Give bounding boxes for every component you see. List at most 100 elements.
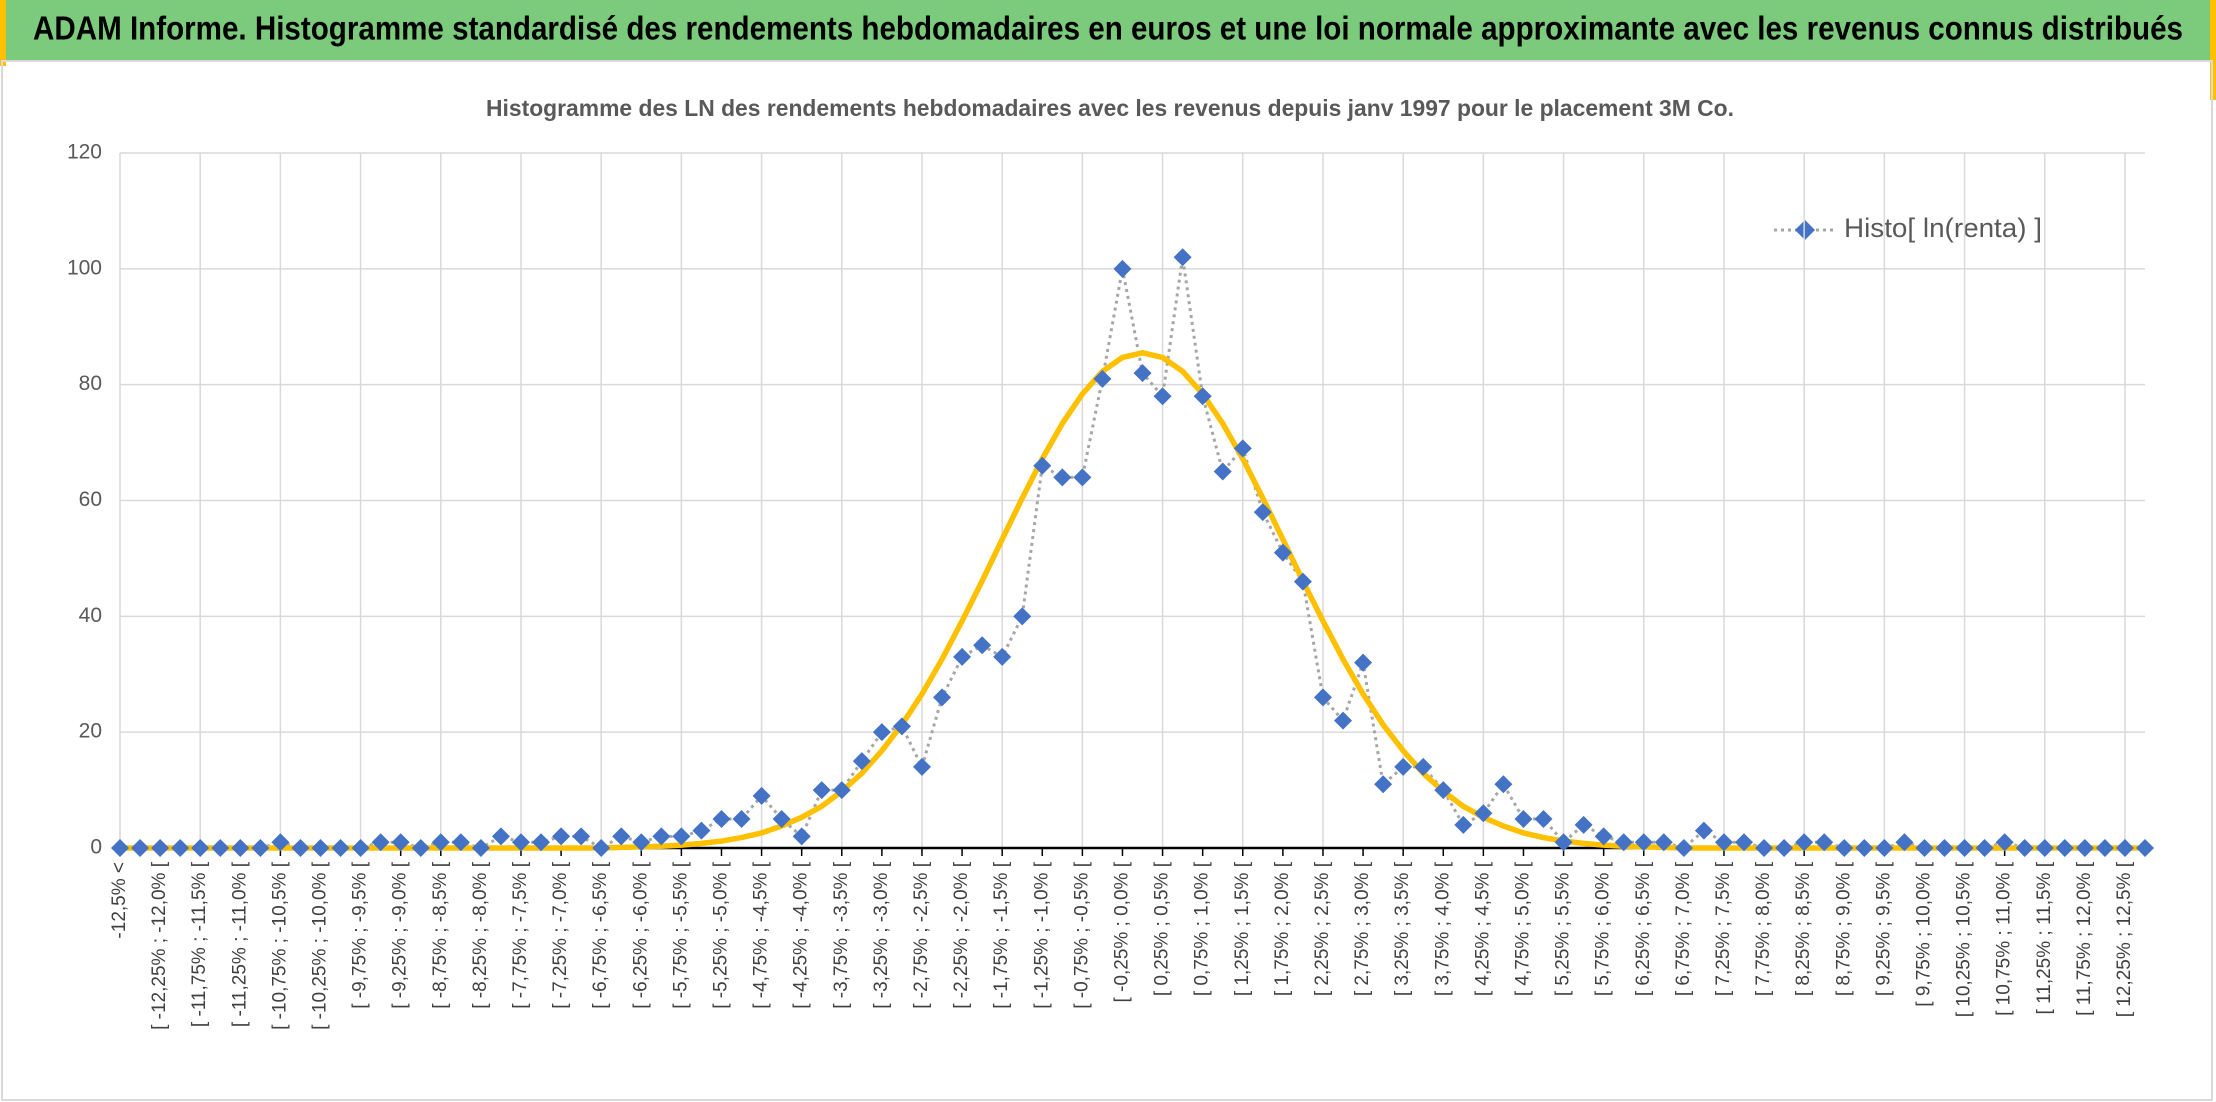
data-point [712,810,731,829]
data-point [311,839,330,857]
page-title: ADAM Informe. Histogramme standardisé de… [33,10,2183,47]
data-point [1895,833,1914,852]
data-point [832,781,851,800]
data-point [1755,839,1774,857]
data-point [151,839,170,857]
data-point [1293,572,1312,591]
data-point [1975,839,1994,857]
legend: Histo[ ln(renta) ] [1696,182,2110,322]
data-point [872,723,891,742]
y-tick-label: 40 [79,604,102,627]
x-tick-label: [ 1,75% ; 2,0% [ [1272,861,1293,996]
x-tick-label: [ 10,75% ; 11,0% [ [1994,861,2015,1016]
data-point [1193,387,1212,406]
x-tick-label: [ 6,25% ; 6,5% [ [1633,861,1654,996]
data-point [1113,259,1132,278]
x-tick-label: [ 5,75% ; 6,0% [ [1593,861,1614,996]
data-point [752,786,771,805]
data-point [592,839,611,857]
x-tick-label: [ 7,25% ; 7,5% [ [1713,861,1734,996]
data-point [251,839,270,857]
data-point [2095,839,2114,857]
data-point [1374,775,1393,794]
chart-title: Histogramme des LN des rendements hebdom… [486,95,1734,121]
y-tick-label: 60 [79,488,102,511]
data-point [391,833,410,852]
data-point [812,781,831,800]
data-point [612,827,631,846]
legend-marker [1795,220,1815,240]
data-point [1714,833,1733,852]
data-point [291,839,310,857]
x-tick-label: [ -3,25% ; -3,0% [ [871,861,892,1009]
data-point [1775,839,1794,857]
legend-box [1696,182,2110,322]
header-band [0,0,2216,60]
data-point [1253,503,1272,522]
data-point [1875,839,1894,857]
data-point [1534,810,1553,829]
x-tick-label: [ 8,25% ; 8,5% [ [1793,861,1814,996]
data-point [1654,833,1673,852]
data-point [1454,815,1473,834]
data-point [331,839,350,857]
x-tick-label: [ 2,75% ; 3,0% [ [1352,861,1373,996]
data-point [672,827,691,846]
data-point [1133,364,1152,383]
data-point [532,833,551,852]
x-tick-label: [ -7,25% ; -7,0% [ [550,861,571,1009]
x-tick-label: [ 6,75% ; 7,0% [ [1673,861,1694,996]
data-point [111,839,129,857]
data-point [1514,810,1533,829]
x-tick-label: [ -10,75% ; -10,5% [ [269,861,290,1030]
data-point [652,827,671,846]
data-point [1935,839,1954,857]
x-tick-label: [ 0,25% ; 0,5% [ [1152,861,1173,996]
x-tick-label: [ -0,25% ; 0,0% [ [1111,861,1132,1002]
data-point [2136,839,2154,857]
data-point [2015,839,2034,857]
data-point [371,833,390,852]
y-tick-label: 100 [67,256,102,279]
data-point [411,839,430,857]
corner-mark [2210,0,2216,100]
x-tick-label: [ 8,75% ; 9,0% [ [1833,861,1854,996]
x-tick-label: [ -0,75% ; -0,5% [ [1071,861,1092,1009]
x-tick-label: [ -2,75% ; -2,5% [ [911,861,932,1009]
data-point [1694,821,1713,840]
x-tick-label: [ -9,25% ; -9,0% [ [390,861,411,1009]
chart-border [1,60,2213,1101]
x-tick-label: [ -12,25% ; -12,0% [ [149,861,170,1030]
x-tick-label: [ 4,25% ; 4,5% [ [1472,861,1493,996]
data-point [732,810,751,829]
x-tick-label: [ -9,75% ; -9,5% [ [350,861,371,1009]
data-point [491,827,510,846]
data-point [852,752,871,771]
x-tick-label: [ 3,75% ; 4,0% [ [1432,861,1453,996]
data-point [1614,833,1633,852]
x-tick-label: [ 1,25% ; 1,5% [ [1232,861,1253,996]
data-point [1634,833,1653,852]
data-point [1835,839,1854,857]
x-tick-label: [ -5,75% ; -5,5% [ [670,861,691,1009]
data-point [792,827,811,846]
data-point [1795,833,1814,852]
x-tick-label: [ -10,25% ; -10,0% [ [310,861,331,1030]
y-tick-label: 20 [79,720,102,743]
data-point [1313,688,1332,707]
data-point [1855,839,1874,857]
data-point [1273,543,1292,562]
x-tick-label: [ -5,25% ; -5,0% [ [711,861,732,1009]
x-tick-label: [ -6,25% ; -6,0% [ [630,861,651,1009]
data-point [511,833,530,852]
x-tick-label: [ -3,75% ; -3,5% [ [831,861,852,1009]
legend-label: Histo[ ln(renta) ] [1844,213,2042,243]
x-tick-label: [ -2,25% ; -2,0% [ [951,861,972,1009]
data-point [2115,839,2134,857]
data-point [1394,757,1413,776]
data-point [471,839,490,857]
data-point [431,833,450,852]
x-tick-label: [ 12,25% ; 12,5% [ [2114,861,2135,1017]
data-point [2055,839,2074,857]
